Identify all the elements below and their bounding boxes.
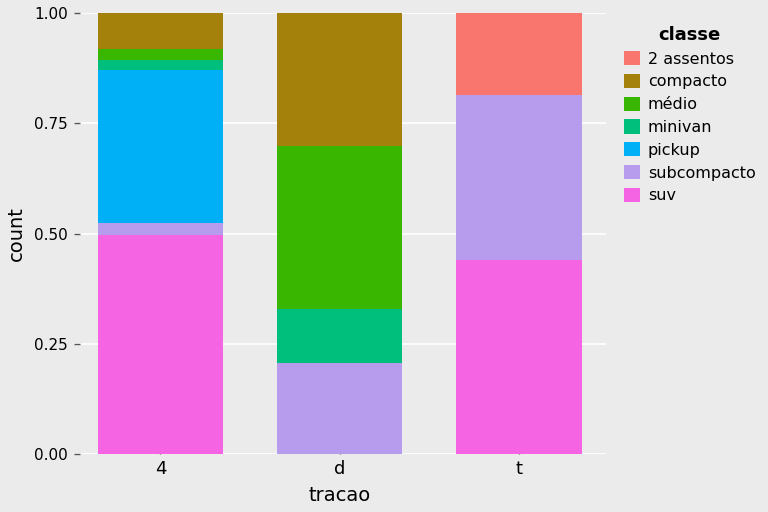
Bar <box>98 223 223 236</box>
Bar <box>456 260 581 454</box>
Bar <box>277 363 402 454</box>
X-axis label: tracao: tracao <box>309 486 371 505</box>
Y-axis label: count: count <box>7 206 26 261</box>
Bar <box>98 49 223 60</box>
Bar <box>277 309 402 363</box>
Bar <box>456 13 581 95</box>
Bar <box>98 60 223 70</box>
Legend: 2 assentos, compacto, médio, minivan, pickup, subcompacto, suv: 2 assentos, compacto, médio, minivan, pi… <box>619 21 760 208</box>
Bar <box>277 13 402 146</box>
Bar <box>277 146 402 309</box>
Bar <box>98 236 223 454</box>
Bar <box>98 13 223 49</box>
Bar <box>456 95 581 260</box>
Bar <box>98 70 223 223</box>
